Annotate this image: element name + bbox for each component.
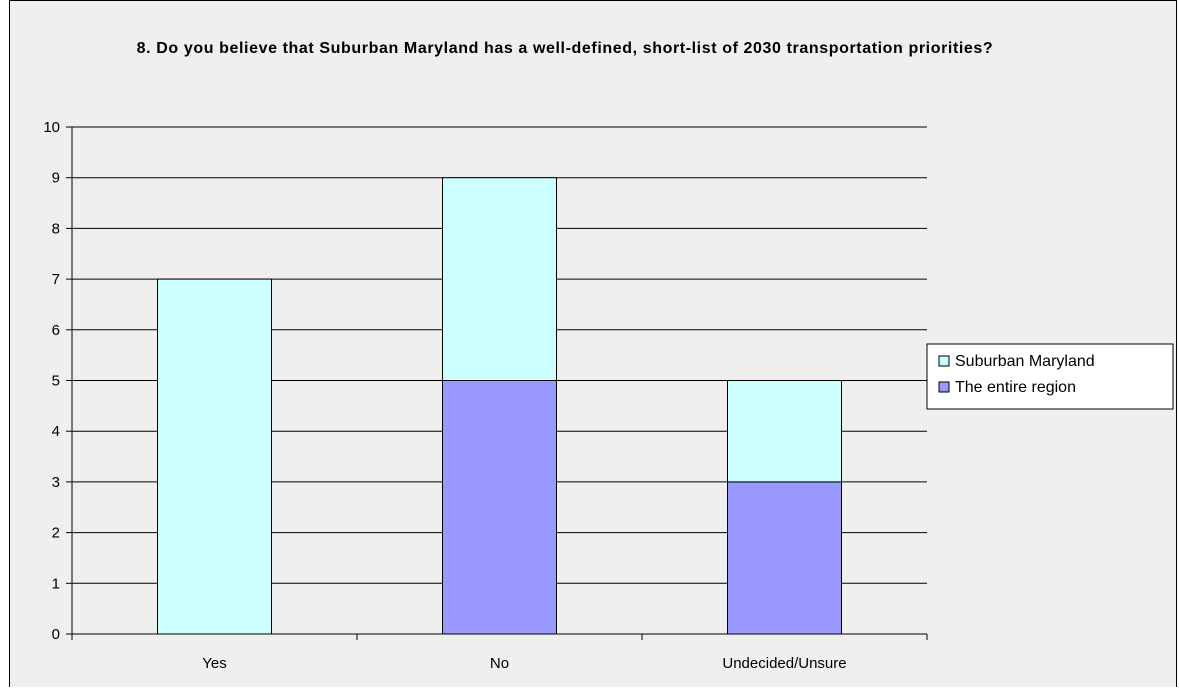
x-tick-label: Yes <box>202 655 226 672</box>
bar-segment <box>727 380 842 483</box>
legend-swatch <box>938 355 950 367</box>
x-axis: Yes No Undecided/Unsure <box>71 633 928 672</box>
y-tick-label: 2 <box>52 525 60 542</box>
y-axis: 0 1 2 3 4 5 6 7 8 9 10 <box>43 119 73 643</box>
y-tick-label: 10 <box>43 119 60 136</box>
y-tick-label: 0 <box>52 626 60 643</box>
legend-label: The entire region <box>955 379 1076 396</box>
y-tick-label: 7 <box>52 271 60 288</box>
x-tick-label: Undecided/Unsure <box>722 655 846 672</box>
bar-segment <box>157 278 272 635</box>
legend-box <box>926 343 1174 410</box>
legend: Suburban Maryland The entire region <box>926 343 1174 410</box>
y-tick-label: 3 <box>52 474 60 491</box>
legend-label: Suburban Maryland <box>955 353 1095 370</box>
bar-segment <box>442 177 557 381</box>
bar-segment <box>442 380 557 635</box>
y-tick-label: 6 <box>52 322 60 339</box>
y-tick-label: 4 <box>52 423 60 440</box>
bars <box>157 177 842 635</box>
y-tick-label: 1 <box>52 575 60 592</box>
y-tick-label: 5 <box>52 373 60 390</box>
chart-title: 8. Do you believe that Suburban Maryland… <box>136 40 994 57</box>
y-tick-label: 8 <box>52 220 60 237</box>
y-tick-label: 9 <box>52 170 60 187</box>
legend-swatch <box>938 381 950 393</box>
x-tick-label: No <box>490 655 509 672</box>
bar-segment <box>727 481 842 635</box>
